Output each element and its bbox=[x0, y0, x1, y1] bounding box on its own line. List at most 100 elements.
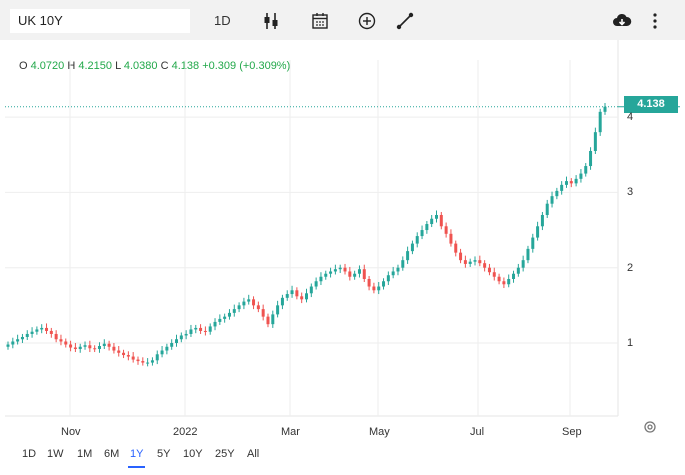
draw-line-icon[interactable] bbox=[395, 11, 415, 31]
candle-body bbox=[280, 297, 284, 306]
candle-body bbox=[555, 190, 559, 197]
y-tick-label: 1 bbox=[627, 337, 634, 349]
candle-body bbox=[473, 260, 477, 262]
candle-body bbox=[545, 203, 549, 215]
candle-body bbox=[69, 344, 73, 348]
candle-body bbox=[319, 276, 323, 282]
candle-body bbox=[420, 230, 424, 237]
candle-body bbox=[324, 273, 328, 277]
interval-button[interactable]: 1D bbox=[214, 13, 231, 28]
candle-body bbox=[64, 341, 68, 345]
low-label: L bbox=[115, 60, 121, 72]
range-1m-button[interactable]: 1M bbox=[77, 448, 93, 460]
range-10y-button[interactable]: 10Y bbox=[183, 448, 203, 460]
candle-body bbox=[59, 339, 63, 342]
candle-body bbox=[598, 111, 602, 133]
candle-body bbox=[463, 260, 467, 264]
candle-body bbox=[35, 329, 39, 332]
candle-body bbox=[357, 269, 361, 274]
candle-body bbox=[574, 178, 578, 184]
candle-body bbox=[175, 339, 179, 343]
candle-body bbox=[232, 309, 236, 313]
candle-body bbox=[439, 214, 443, 227]
candle-body bbox=[150, 360, 154, 363]
candle-body bbox=[179, 335, 183, 340]
range-1w-button[interactable]: 1W bbox=[47, 448, 64, 460]
range-all-button[interactable]: All bbox=[247, 448, 260, 460]
candle-body bbox=[521, 260, 525, 268]
candle-body bbox=[367, 278, 371, 287]
candle-body bbox=[271, 314, 275, 325]
candle-body bbox=[136, 359, 140, 362]
candle-body bbox=[401, 260, 405, 268]
change-value: +0.309 (+0.309%) bbox=[202, 60, 291, 72]
candle-body bbox=[353, 273, 357, 277]
range-5y-button[interactable]: 5Y bbox=[157, 448, 171, 460]
candle-body bbox=[550, 196, 554, 204]
symbol-input[interactable]: UK 10Y bbox=[10, 9, 190, 33]
download-cloud-icon[interactable] bbox=[612, 11, 632, 31]
calendar-icon[interactable] bbox=[310, 11, 330, 31]
high-value: 4.2150 bbox=[78, 60, 113, 72]
low-value: 4.0380 bbox=[123, 60, 158, 72]
x-tick-label: Mar bbox=[281, 426, 300, 438]
close-label: C bbox=[160, 60, 169, 72]
candle-body bbox=[410, 243, 414, 252]
candle-body bbox=[25, 333, 29, 337]
candle-body bbox=[126, 355, 130, 357]
candle-body bbox=[227, 312, 231, 317]
x-tick-label: 2022 bbox=[173, 426, 198, 438]
candle-body bbox=[247, 299, 251, 302]
range-25y-button[interactable]: 25Y bbox=[215, 448, 235, 460]
candle-body bbox=[584, 166, 588, 174]
candle-body bbox=[483, 263, 487, 268]
candle-body bbox=[16, 339, 20, 342]
candle-body bbox=[155, 354, 159, 361]
candle-body bbox=[131, 356, 135, 360]
candle-body bbox=[218, 318, 222, 322]
candle-body bbox=[386, 275, 390, 282]
candle-body bbox=[122, 352, 126, 356]
candle-body bbox=[146, 362, 150, 364]
candle-body bbox=[560, 184, 564, 191]
candle-body bbox=[189, 329, 193, 334]
chart-settings-icon[interactable] bbox=[643, 420, 657, 434]
add-indicator-icon[interactable] bbox=[357, 11, 377, 31]
candle-body bbox=[97, 346, 101, 350]
range-1y-button[interactable]: 1Y bbox=[128, 448, 146, 468]
candle-body bbox=[6, 344, 10, 347]
last-price-tag: 4.138 bbox=[624, 96, 678, 113]
high-label: H bbox=[67, 60, 76, 72]
candle-body bbox=[382, 281, 386, 287]
more-vertical-icon[interactable] bbox=[645, 11, 665, 31]
candle-body bbox=[203, 330, 207, 332]
candle-body bbox=[348, 271, 352, 277]
candle-body bbox=[487, 267, 491, 273]
open-value: 4.0720 bbox=[30, 60, 65, 72]
candle-body bbox=[93, 348, 97, 350]
top-toolbar: UK 10Y 1D bbox=[0, 0, 685, 40]
candle-body bbox=[492, 272, 496, 277]
range-1d-button[interactable]: 1D bbox=[22, 448, 37, 460]
x-tick-label: May bbox=[369, 426, 390, 438]
candle-body bbox=[444, 226, 448, 234]
candle-body bbox=[564, 181, 568, 185]
candle-body bbox=[78, 346, 82, 350]
range-6m-button[interactable]: 6M bbox=[104, 448, 120, 460]
candle-body bbox=[589, 150, 593, 167]
candle-body bbox=[11, 341, 15, 345]
candle-body bbox=[497, 276, 501, 282]
candle-body bbox=[88, 345, 92, 349]
candle-body bbox=[300, 296, 304, 300]
candles-icon[interactable] bbox=[261, 11, 281, 31]
candle-body bbox=[237, 305, 241, 310]
candle-body bbox=[276, 305, 280, 315]
candle-body bbox=[256, 305, 260, 310]
candle-body bbox=[459, 252, 463, 261]
candle-body bbox=[478, 260, 482, 264]
candle-body bbox=[54, 333, 58, 340]
candle-body bbox=[468, 261, 472, 264]
candle-body bbox=[112, 346, 116, 351]
price-chart[interactable] bbox=[0, 40, 685, 420]
x-tick-label: Sep bbox=[562, 426, 582, 438]
